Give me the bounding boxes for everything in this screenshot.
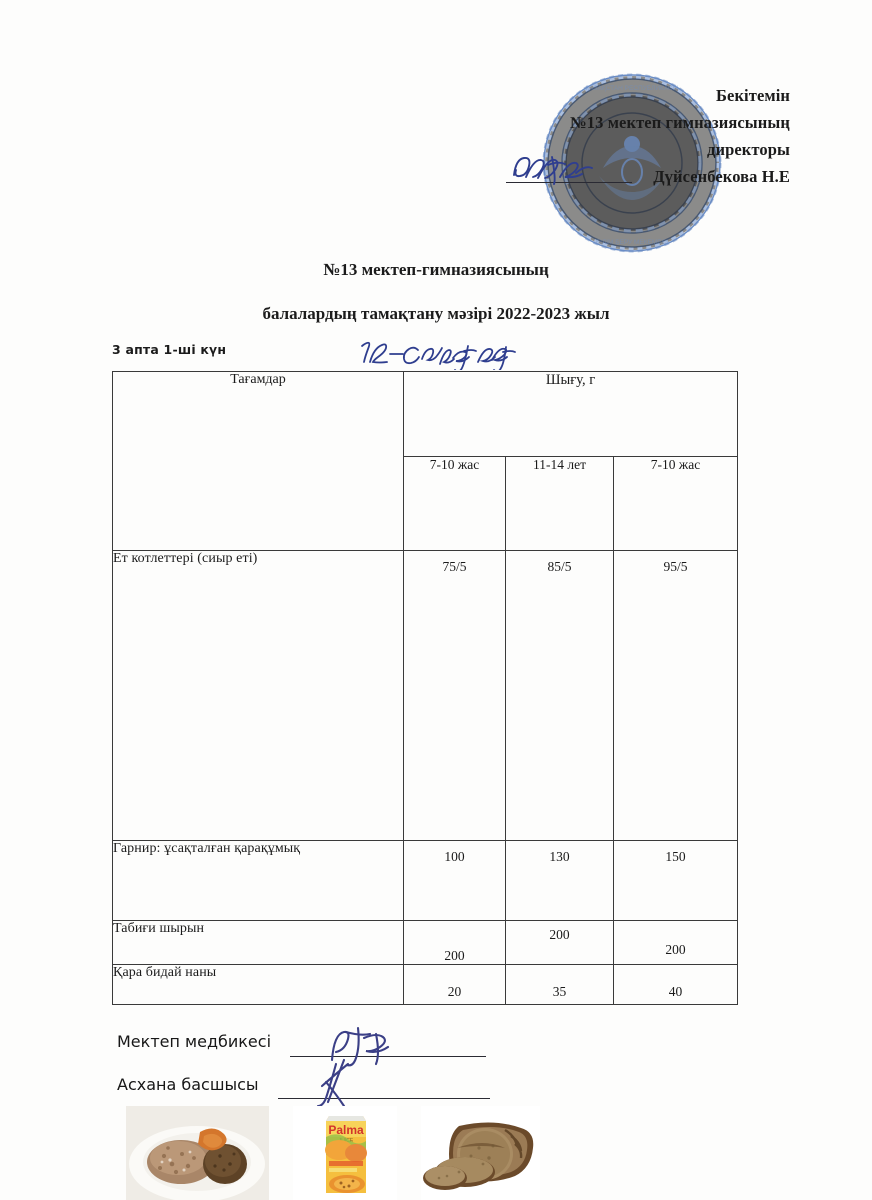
- table-row: Гарнир: ұсақталған қарақұмық 100 130 150: [112, 840, 739, 921]
- svg-text:Palma: Palma: [328, 1123, 364, 1137]
- nurse-signature-label: Мектеп медбикесі: [117, 1032, 272, 1051]
- dish-amount: 100: [403, 840, 506, 921]
- table-header-row-output: Тағамдар Шығу, г: [112, 371, 739, 551]
- page-title: №13 мектеп-гимназиясының балалардың тама…: [86, 248, 786, 336]
- dish-name: Қара бидай наны: [112, 964, 404, 1005]
- table-row: Ет котлеттері (сиыр еті) 75/5 85/5 95/5: [112, 550, 739, 841]
- dish-amount: 85/5: [505, 550, 614, 841]
- dish-name: Табиғи шырын: [112, 920, 404, 965]
- approval-line-3: директоры: [707, 140, 790, 159]
- column-header-age-1: 7-10 жас: [403, 456, 506, 551]
- cook-signature-rule: [278, 1098, 490, 1099]
- official-round-seal-icon: ҚАЗАҚСТАН РЕСПУБЛИКАСЫ БІЛІМ БЕРУ МЕКЕМЕ…: [541, 72, 723, 254]
- director-signature-rule: [506, 182, 632, 183]
- dish-amount: 130: [505, 840, 614, 921]
- week-day-label: 3 апта 1-ші күн: [112, 342, 227, 357]
- table-row: Табиғи шырын 200 200 200: [112, 920, 739, 965]
- approval-block: Бекітемін №13 мектеп гимназиясының дирек…: [430, 82, 790, 190]
- dish-amount: 20: [403, 964, 506, 1005]
- dish-amount: 95/5: [612, 550, 739, 841]
- menu-table: Тағамдар Шығу, г 7-10 жас 11-14 лет 7-10…: [112, 371, 739, 1005]
- director-signature-row: Дүйсенбекова Н.Е: [430, 156, 790, 190]
- table-row: Қара бидай наны 20 35 40: [112, 964, 739, 1005]
- handwritten-signature-icon: [508, 151, 626, 185]
- handwritten-signature-icon: [312, 1056, 432, 1108]
- approval-line-2: №13 мектеп гимназиясының: [570, 113, 790, 132]
- dish-name: Ет котлеттері (сиыр еті): [112, 550, 404, 841]
- dish-name: Гарнир: ұсақталған қарақұмық: [112, 840, 404, 921]
- dish-amount: 75/5: [403, 550, 506, 841]
- dish-amount: 200: [612, 920, 739, 965]
- title-line-2: балалардың тамақтану мәзірі 2022-2023 жы…: [262, 304, 610, 323]
- cook-signature-label: Асхана басшысы: [117, 1075, 259, 1094]
- handwritten-date-icon: [356, 336, 546, 373]
- handwritten-signature-icon: [318, 1024, 438, 1070]
- column-header-age-2: 11-14 лет: [505, 456, 614, 551]
- dish-amount: 40: [612, 964, 739, 1005]
- director-name: Дүйсенбекова Н.Е: [653, 167, 790, 186]
- column-header-output: Шығу, г: [402, 371, 739, 457]
- dish-amount: 200: [505, 920, 614, 965]
- dish-amount: 35: [505, 964, 614, 1005]
- svg-text:ҚАЗАҚСТАН РЕСПУБЛИКАСЫ: ҚАЗАҚСТАН РЕСПУБЛИКАСЫ: [586, 85, 679, 92]
- dish-amount: 200: [403, 920, 506, 965]
- column-header-age-3: 7-10 жас: [612, 456, 739, 551]
- photo-strip: Palma JUICE: [126, 1106, 540, 1200]
- nurse-signature-rule: [290, 1056, 486, 1057]
- title-line-1: №13 мектеп-гимназиясының: [323, 260, 549, 279]
- photo-rye-bread: [421, 1106, 540, 1200]
- column-header-dishes: Тағамдар: [112, 371, 404, 551]
- photo-palma-juice: Palma JUICE: [293, 1106, 397, 1200]
- photo-buckwheat-cutlet: [126, 1106, 269, 1200]
- table-header-row-ages: 7-10 жас 11-14 лет 7-10 жас: [113, 456, 739, 551]
- svg-text:БІЛІМ БЕРУ МЕКЕМЕСІ: БІЛІМ БЕРУ МЕКЕМЕСІ: [596, 239, 668, 246]
- approval-line-1: Бекітемін: [716, 86, 790, 105]
- dish-amount: 150: [612, 840, 739, 921]
